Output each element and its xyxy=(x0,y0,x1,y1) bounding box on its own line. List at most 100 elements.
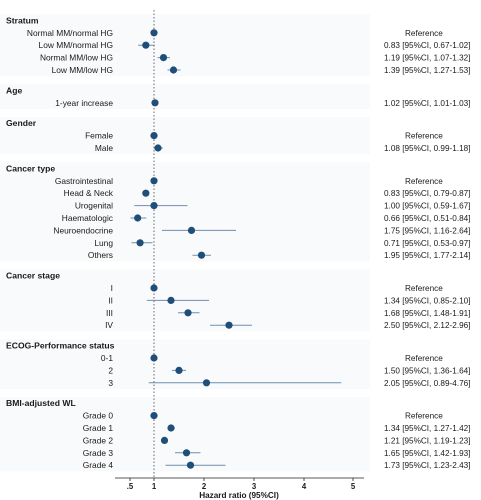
hr-point xyxy=(154,144,162,152)
data-row-background xyxy=(0,187,370,200)
row-label: Grade 0 xyxy=(83,411,114,421)
data-row-background xyxy=(0,421,370,435)
row-label: Neuroendocrine xyxy=(53,225,113,235)
data-row-background xyxy=(0,249,370,262)
data-row-background xyxy=(0,211,370,225)
estimate-label: 1.68 [95%CI, 1.48-1.91] xyxy=(384,309,470,318)
x-tick-label: 1 xyxy=(152,482,157,491)
estimate-label: 0.71 [95%CI, 0.53-0.97] xyxy=(384,239,470,248)
estimate-label: 1.00 [95%CI, 0.59-1.67] xyxy=(384,202,470,211)
row-label: 1-year increase xyxy=(55,98,113,108)
row-label: Low MM/normal HG xyxy=(39,40,113,50)
group-row-background xyxy=(0,84,370,97)
reference-label: Reference xyxy=(405,412,443,421)
row-label: III xyxy=(106,308,113,318)
estimate-label: 1.02 [95%CI, 1.01-1.03] xyxy=(384,99,470,108)
estimate-label: 1.95 [95%CI, 1.77-2.14] xyxy=(384,251,470,260)
hr-point xyxy=(150,284,158,292)
hr-point xyxy=(186,461,195,469)
estimate-label: 0.83 [95%CI, 0.67-1.02] xyxy=(384,41,470,50)
hr-point xyxy=(142,41,150,49)
data-row-background xyxy=(0,141,370,155)
group-row-background xyxy=(0,162,370,175)
x-tick-label: 4 xyxy=(302,482,307,491)
row-label: I xyxy=(111,283,113,293)
group-header: Cancer stage xyxy=(6,271,60,281)
row-label: Female xyxy=(85,131,113,141)
x-tick-label: 2 xyxy=(202,482,207,491)
row-label: Head & Neck xyxy=(64,188,114,198)
group-header: Stratum xyxy=(6,15,39,25)
estimate-label: 2.50 [95%CI, 2.12-2.96] xyxy=(384,321,470,330)
reference-label: Reference xyxy=(405,177,443,186)
row-label: Grade 1 xyxy=(83,423,114,433)
hr-point xyxy=(202,379,211,387)
row-label: Normal MM/normal HG xyxy=(27,28,113,38)
reference-label: Reference xyxy=(405,132,443,141)
estimate-label: 2.05 [95%CI, 0.89-4.76] xyxy=(384,379,470,388)
data-row-background xyxy=(0,236,370,249)
reference-label: Reference xyxy=(405,354,443,363)
hr-point xyxy=(184,309,192,317)
data-row-background xyxy=(0,281,370,295)
x-axis-label: Hazard ratio (95%CI) xyxy=(199,491,279,500)
hr-point xyxy=(169,66,178,74)
group-row-background xyxy=(0,269,370,282)
x-tick-label: .5 xyxy=(127,482,134,491)
hr-point xyxy=(225,321,233,329)
data-row-background xyxy=(0,319,370,332)
data-row-background xyxy=(0,129,370,142)
data-row-background xyxy=(0,351,370,365)
group-header: Gender xyxy=(6,118,37,128)
group-row-background xyxy=(0,14,370,27)
hr-point xyxy=(159,54,168,62)
row-label: II xyxy=(108,295,113,305)
x-tick-label: 5 xyxy=(351,482,356,491)
estimate-label: 0.66 [95%CI, 0.51-0.84] xyxy=(384,214,470,223)
hr-point xyxy=(167,296,175,304)
row-label: 2 xyxy=(108,365,113,375)
estimate-label: 1.65 [95%CI, 1.42-1.93] xyxy=(384,449,470,458)
hr-point xyxy=(142,189,150,197)
row-label: IV xyxy=(105,320,113,330)
estimate-label: 1.19 [95%CI, 1.07-1.32] xyxy=(384,54,470,63)
row-background-group xyxy=(0,14,370,472)
data-row-background xyxy=(0,51,370,64)
row-label: Gastrointestinal xyxy=(55,176,113,186)
row-label: Urogenital xyxy=(75,201,113,211)
estimate-label: 1.21 [95%CI, 1.19-1.23] xyxy=(384,436,470,445)
hr-point xyxy=(175,366,183,374)
estimate-label: 1.39 [95%CI, 1.27-1.53] xyxy=(384,66,470,75)
group-header: Age xyxy=(6,85,22,95)
group-header: ECOG-Performance status xyxy=(6,341,115,351)
hr-point xyxy=(167,424,175,432)
data-row-background xyxy=(0,434,370,447)
row-label: Grade 4 xyxy=(83,460,114,470)
group-header: BMI-adjusted WL xyxy=(6,398,76,408)
hr-point xyxy=(150,177,158,185)
row-label: Grade 2 xyxy=(83,435,114,445)
estimate-label: 1.08 [95%CI, 0.99-1.18] xyxy=(384,144,470,153)
hr-point xyxy=(150,412,158,420)
row-label: Lung xyxy=(94,238,113,248)
reference-label: Reference xyxy=(405,29,443,38)
hr-point xyxy=(150,29,158,37)
row-label: Normal MM/low HG xyxy=(40,53,113,63)
group-header: Cancer type xyxy=(6,163,55,173)
x-tick-label: 3 xyxy=(252,482,257,491)
data-row-background xyxy=(0,96,370,109)
row-label: Grade 3 xyxy=(83,448,114,458)
estimate-label: 0.83 [95%CI, 0.79-0.87] xyxy=(384,189,470,198)
row-label: Low MM/low HG xyxy=(52,65,113,75)
estimate-label: 1.73 [95%CI, 1.23-2.43] xyxy=(384,461,470,470)
hr-point xyxy=(150,354,158,362)
data-row-background xyxy=(0,409,370,422)
data-row-background xyxy=(0,26,370,39)
hr-point xyxy=(151,99,159,107)
hr-point xyxy=(187,226,196,234)
estimate-label: 1.34 [95%CI, 0.85-2.10] xyxy=(384,296,470,305)
row-label: Others xyxy=(88,250,113,260)
hr-point xyxy=(150,202,158,210)
hr-point xyxy=(134,214,142,222)
